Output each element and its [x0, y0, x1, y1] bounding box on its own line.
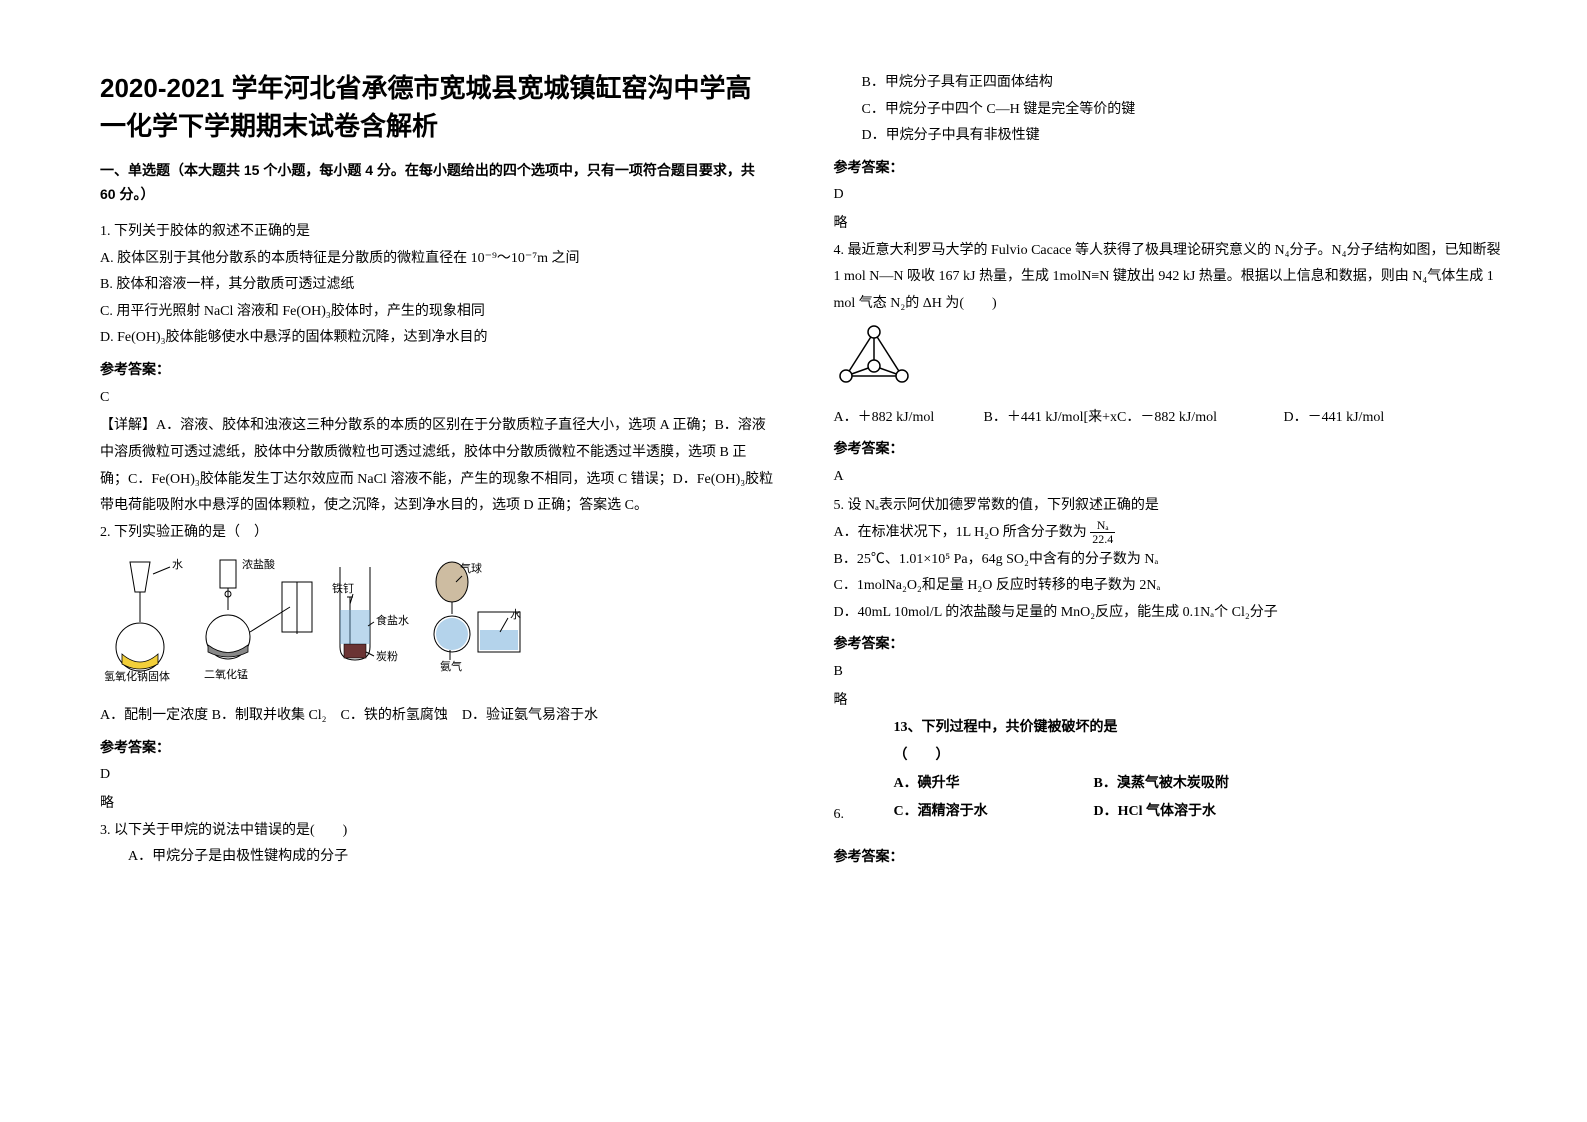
lbl-naoh: 氢氧化钠固体: [104, 669, 170, 683]
q5-fraction: Nₐ 22.4: [1090, 519, 1115, 546]
q3-answer: D: [834, 180, 1508, 211]
q5-answer: B: [834, 657, 1508, 688]
q3-opt-d: D．甲烷分子中具有非极性键: [834, 123, 1508, 150]
q3-note: 略: [834, 211, 1508, 238]
q5-note: 略: [834, 688, 1508, 715]
q6-prefix: 6.: [834, 802, 1508, 829]
q1-opt-a: A. 胶体区别于其他分散系的本质特征是分散质的微粒直径在 10⁻⁹～10⁻⁷m …: [100, 246, 774, 273]
q5-frac-num: Nₐ: [1090, 519, 1115, 533]
q6-ref-label: 参考答案：: [834, 843, 1508, 870]
q5-opt-a: A．在标准状况下，1L H₂O 所含分子数为 Nₐ 22.4: [834, 519, 1508, 547]
q2-answer: D: [100, 760, 774, 791]
lbl-nh3: 氨气: [440, 659, 462, 673]
q3-opt-b: B．甲烷分子具有正四面体结构: [834, 70, 1508, 97]
experiment-diagram-svg: 水 氢氧化钠固体 浓盐酸 二氧化锰: [100, 552, 530, 692]
q2-opts: A．配制一定浓度 B．制取并收集 Cl₂ C．铁的析氢腐蚀 D．验证氨气易溶于水: [100, 703, 774, 730]
q4-ref-label: 参考答案：: [834, 435, 1508, 462]
lbl-water-d: 水: [510, 608, 521, 621]
q4-figure: [834, 324, 1508, 399]
q2-ref-label: 参考答案：: [100, 734, 774, 761]
q6-opt-b: B．溴蒸气被木炭吸附: [1094, 770, 1229, 798]
q4-answer: A: [834, 462, 1508, 493]
lbl-water-a: 水: [172, 558, 183, 571]
q5-ref-label: 参考答案：: [834, 630, 1508, 657]
doc-title: 2020-2021 学年河北省承德市宽城县宽城镇缸窑沟中学高一化学下学期期末试卷…: [100, 70, 774, 145]
q3-opt-c: C．甲烷分子中四个 C—H 键是完全等价的键: [834, 97, 1508, 124]
q4-opt-d: D．－441 kJ/mol: [1284, 405, 1385, 432]
n4-tetrahedron-svg: [834, 324, 924, 394]
q3-stem: 3. 以下关于甲烷的说法中错误的是( ): [100, 818, 774, 845]
q1-opt-d: D. Fe(OH)₃胶体能够使水中悬浮的固体颗粒沉降，达到净水目的: [100, 325, 774, 352]
q6-opt-a: A．碘升华: [894, 770, 1094, 798]
page: 2020-2021 学年河北省承德市宽城县宽城镇缸窑沟中学高一化学下学期期末试卷…: [0, 0, 1587, 1122]
q5-opt-a-text: A．在标准状况下，1L H₂O 所含分子数为: [834, 525, 1087, 540]
q5-opt-d: D．40mL 10mol/L 的浓盐酸与足量的 MnO₂反应，能生成 0.1Nₐ…: [834, 600, 1508, 627]
lbl-carbon: 炭粉: [376, 650, 398, 663]
q4-stem: 4. 最近意大利罗马大学的 Fulvio Cacace 等人获得了极具理论研究意…: [834, 238, 1508, 318]
q2-stem: 2. 下列实验正确的是（ ）: [100, 520, 774, 547]
q2-figure: 水 氢氧化钠固体 浓盐酸 二氧化锰: [100, 552, 774, 697]
q4-opt-a: A．＋882 kJ/mol: [834, 405, 984, 432]
left-column: 2020-2021 学年河北省承德市宽城县宽城镇缸窑沟中学高一化学下学期期末试卷…: [100, 70, 774, 1082]
section-intro: 一、单选题（本大题共 15 个小题，每小题 4 分。在每小题给出的四个选项中，只…: [100, 159, 774, 207]
q5-opt-c: C．1molNa₂O₂和足量 H₂O 反应时转移的电子数为 2Nₐ: [834, 573, 1508, 600]
q6-inner-title: 13、下列过程中，共价键被破坏的是: [894, 714, 1508, 742]
q1-answer: C: [100, 383, 774, 414]
right-column: B．甲烷分子具有正四面体结构 C．甲烷分子中四个 C—H 键是完全等价的键 D．…: [834, 70, 1508, 1082]
lbl-mno2: 二氧化锰: [204, 667, 248, 681]
lbl-iron: 铁钉: [332, 582, 354, 595]
q5-frac-den: 22.4: [1090, 533, 1115, 546]
q4-opt-bc: B．＋441 kJ/mol[来+xC．－882 kJ/mol: [984, 405, 1284, 432]
lbl-balloon: 气球: [460, 561, 482, 575]
q1-opt-b: B. 胶体和溶液一样，其分散质可透过滤纸: [100, 272, 774, 299]
q5-stem: 5. 设 Nₐ表示阿伏加德罗常数的值，下列叙述正确的是: [834, 493, 1508, 520]
lbl-saltw: 食盐水: [376, 613, 409, 627]
q2-note: 略: [100, 791, 774, 818]
q1-ref-label: 参考答案：: [100, 356, 774, 383]
q5-opt-b: B．25℃、1.01×10⁵ Pa，64g SO₂中含有的分子数为 Nₐ: [834, 547, 1508, 574]
lbl-hcl: 浓盐酸: [242, 557, 275, 571]
q4-opts-row: A．＋882 kJ/mol B．＋441 kJ/mol[来+xC．－882 kJ…: [834, 405, 1508, 432]
q1-stem: 1. 下列关于胶体的叙述不正确的是: [100, 219, 774, 246]
q3-opt-a: A．甲烷分子是由极性键构成的分子: [100, 844, 774, 871]
q6-row1: A．碘升华 B．溴蒸气被木炭吸附: [894, 770, 1508, 798]
q3-ref-label: 参考答案：: [834, 154, 1508, 181]
q1-explanation: 【详解】A．溶液、胶体和浊液这三种分散系的本质的区别在于分散质粒子直径大小，选项…: [100, 413, 774, 519]
q6-paren: （ ）: [894, 742, 1508, 770]
q1-opt-c: C. 用平行光照射 NaCl 溶液和 Fe(OH)₃胶体时，产生的现象相同: [100, 299, 774, 326]
